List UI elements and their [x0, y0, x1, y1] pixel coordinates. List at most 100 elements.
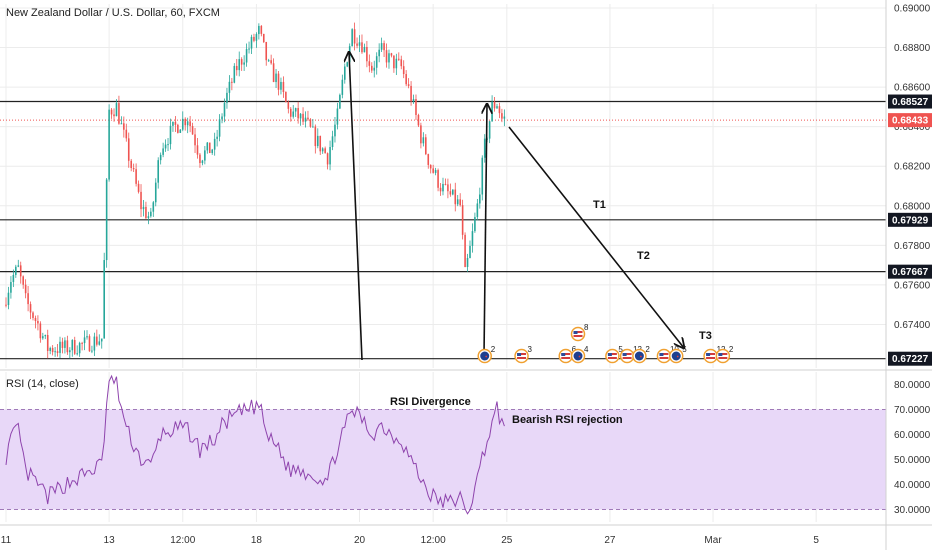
candle[interactable] — [108, 109, 110, 180]
nz-flag-icon[interactable] — [477, 348, 492, 364]
candle[interactable] — [351, 29, 353, 47]
candle[interactable] — [39, 323, 42, 339]
candle[interactable] — [127, 138, 130, 161]
candle[interactable] — [439, 187, 442, 192]
candle[interactable] — [154, 182, 157, 203]
candle[interactable] — [393, 55, 395, 69]
candle[interactable] — [280, 81, 282, 90]
candle[interactable] — [277, 73, 280, 90]
candle[interactable] — [167, 144, 169, 146]
candle[interactable] — [32, 312, 34, 318]
candle[interactable] — [309, 119, 312, 127]
candle[interactable] — [113, 114, 115, 117]
candle[interactable] — [118, 103, 120, 124]
candle[interactable] — [452, 189, 454, 195]
candle[interactable] — [169, 125, 172, 145]
candle[interactable] — [147, 216, 150, 219]
candle[interactable] — [83, 337, 86, 344]
candle[interactable] — [262, 33, 265, 43]
candle[interactable] — [405, 74, 407, 85]
us-flag-icon[interactable] — [605, 348, 620, 364]
candle[interactable] — [164, 144, 167, 149]
candle[interactable] — [221, 116, 223, 120]
us-flag-icon[interactable] — [703, 348, 718, 364]
candle[interactable] — [248, 48, 250, 50]
candle[interactable] — [471, 231, 474, 246]
candle[interactable] — [493, 101, 496, 109]
price-axis[interactable]: 0.69000 0.68800 0.68600 0.68400 0.68200 0.680… — [888, 3, 932, 366]
candle[interactable] — [96, 336, 98, 345]
candle[interactable] — [464, 234, 466, 267]
candle[interactable] — [132, 168, 135, 170]
candle[interactable] — [76, 353, 78, 355]
candle[interactable] — [270, 60, 272, 64]
candle[interactable] — [336, 108, 339, 125]
economic-events[interactable]: 236485122105122 — [477, 323, 734, 364]
candle[interactable] — [314, 126, 317, 147]
candle[interactable] — [395, 58, 398, 69]
candle[interactable] — [363, 46, 366, 53]
candle[interactable] — [459, 199, 461, 206]
candle[interactable] — [380, 43, 383, 50]
candle[interactable] — [7, 292, 10, 306]
candle[interactable] — [73, 340, 76, 354]
candle[interactable] — [243, 62, 245, 65]
candle[interactable] — [302, 113, 304, 122]
candle[interactable] — [415, 99, 417, 115]
candle[interactable] — [10, 282, 12, 293]
candle[interactable] — [157, 160, 160, 183]
candle[interactable] — [410, 85, 412, 102]
us-flag-icon[interactable] — [715, 348, 731, 364]
candle[interactable] — [191, 126, 194, 135]
candle[interactable] — [162, 148, 164, 155]
candle[interactable] — [179, 129, 182, 133]
candle[interactable] — [81, 342, 83, 344]
candle[interactable] — [54, 351, 56, 353]
candle[interactable] — [412, 99, 415, 102]
candle[interactable] — [267, 60, 270, 62]
candle[interactable] — [150, 211, 152, 217]
nz-flag-icon[interactable] — [632, 348, 647, 364]
candle[interactable] — [98, 341, 101, 345]
candle[interactable] — [51, 347, 54, 353]
candle[interactable] — [206, 142, 209, 151]
candle[interactable] — [402, 66, 405, 75]
candle[interactable] — [218, 119, 221, 137]
us-flag-icon[interactable] — [570, 326, 586, 342]
candle[interactable] — [103, 260, 105, 339]
candle[interactable] — [186, 121, 189, 126]
candle[interactable] — [49, 347, 51, 351]
candle[interactable] — [228, 81, 231, 93]
candle[interactable] — [427, 154, 430, 165]
candle[interactable] — [115, 103, 118, 117]
rsi-line[interactable] — [5, 374, 505, 515]
candle[interactable] — [383, 43, 385, 51]
candle[interactable] — [503, 116, 506, 119]
candle[interactable] — [469, 245, 471, 258]
candle[interactable] — [61, 341, 64, 348]
candle[interactable] — [307, 117, 309, 120]
candle[interactable] — [181, 118, 184, 130]
candle[interactable] — [194, 134, 196, 146]
candle[interactable] — [196, 145, 199, 155]
candle[interactable] — [366, 46, 368, 62]
candle[interactable] — [253, 36, 255, 41]
candle[interactable] — [137, 183, 140, 192]
candle[interactable] — [240, 59, 243, 65]
candle[interactable] — [417, 114, 420, 126]
candle[interactable] — [91, 350, 93, 352]
candle[interactable] — [297, 108, 299, 119]
candle[interactable] — [474, 217, 476, 232]
candle[interactable] — [189, 121, 191, 127]
candle[interactable] — [388, 53, 390, 63]
candle[interactable] — [294, 108, 297, 112]
candle[interactable] — [27, 293, 29, 305]
candle[interactable] — [488, 121, 491, 139]
candle[interactable] — [204, 150, 206, 161]
candle[interactable] — [444, 183, 447, 185]
candle[interactable] — [346, 62, 349, 67]
candle[interactable] — [496, 106, 498, 109]
candle[interactable] — [329, 147, 331, 165]
candle[interactable] — [368, 61, 371, 66]
candle[interactable] — [125, 129, 128, 139]
